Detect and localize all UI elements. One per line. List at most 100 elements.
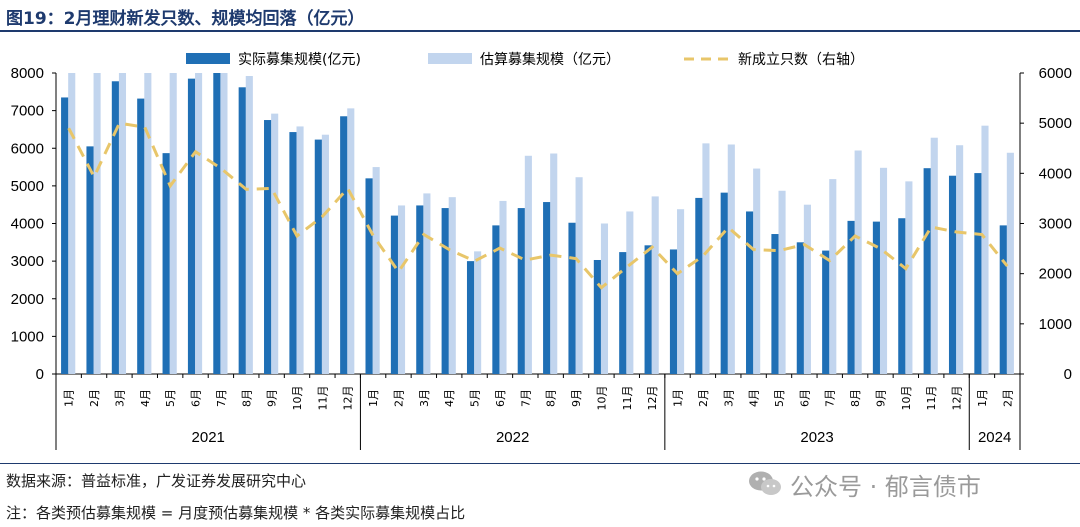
actual-bar: [86, 146, 94, 374]
actual-bar: [872, 221, 880, 374]
actual-bar: [390, 215, 398, 374]
x-tick-label: 12月: [646, 386, 659, 411]
estimated-bar: [68, 73, 76, 374]
chart-title: 图19：2月理财新发只数、规模均回落（亿元）: [6, 9, 365, 29]
actual-bar: [923, 168, 931, 374]
x-tick-label: 12月: [342, 386, 355, 411]
actual-bar: [948, 175, 957, 374]
x-tick-label: 1月: [672, 389, 685, 407]
y-tick-label: 8000: [11, 65, 44, 82]
estimated-bar: [169, 73, 177, 374]
x-tick-label: 8月: [545, 389, 558, 407]
estimated-bar: [600, 223, 609, 374]
wechat-icon: [749, 471, 781, 495]
legend-label-actual: 实际募集规模(亿元): [238, 51, 361, 68]
x-tick-label: 11月: [316, 386, 329, 411]
actual-bar: [187, 78, 196, 375]
x-tick-label: 2月: [697, 389, 710, 407]
estimated-bar: [575, 177, 583, 374]
estimated-bar: [397, 205, 406, 374]
legend-swatch-estimated: [428, 53, 472, 64]
actual-bar: [492, 225, 500, 374]
actual-bar: [340, 116, 348, 375]
actual-bar: [796, 242, 804, 374]
actual-bar: [441, 208, 449, 374]
x-tick-label: 2月: [392, 389, 405, 407]
x-tick-label: 11月: [925, 386, 938, 411]
actual-bar: [466, 261, 475, 374]
legend-label-count: 新成立只数（右轴）: [738, 52, 864, 68]
x-tick-label: 6月: [494, 389, 507, 407]
x-tick-label: 1月: [976, 389, 989, 407]
year-label: 2022: [496, 429, 529, 446]
x-tick-label: 9月: [570, 389, 583, 407]
estimated-bar: [220, 73, 228, 374]
actual-bar: [593, 259, 601, 374]
actual-bar: [695, 197, 703, 374]
estimated-bar: [905, 181, 913, 374]
estimated-bar: [321, 134, 329, 374]
x-tick-label: 6月: [190, 389, 203, 407]
y-tick-label: 2000: [11, 291, 44, 308]
year-label: 2024: [978, 429, 1011, 446]
x-tick-label: 4月: [443, 389, 456, 407]
x-tick-label: 5月: [773, 389, 786, 407]
x-tick-label: 12月: [951, 386, 964, 411]
actual-bar: [720, 192, 728, 374]
estimated-bar: [550, 153, 558, 374]
y2-tick-label: 0: [1064, 366, 1072, 383]
x-tick-label: 11月: [621, 386, 634, 411]
legend-swatch-actual: [186, 53, 230, 64]
actual-bar: [289, 132, 297, 374]
y-tick-label: 5000: [11, 178, 44, 195]
estimated-bar: [144, 73, 152, 374]
estimated-bar: [524, 155, 532, 374]
estimated-bar: [296, 126, 304, 375]
x-tick-label: 1月: [367, 389, 380, 407]
x-tick-label: 7月: [215, 389, 228, 407]
actual-bar: [974, 173, 982, 374]
x-tick-label: 5月: [164, 389, 177, 407]
estimated-bar: [448, 197, 456, 374]
estimated-bar: [499, 200, 507, 374]
estimated-bar: [829, 179, 837, 374]
estimated-bar: [93, 73, 101, 374]
actual-bar: [898, 218, 906, 374]
estimated-bar: [347, 108, 355, 375]
y2-tick-label: 3000: [1039, 216, 1072, 233]
y-tick-label: 7000: [11, 103, 44, 120]
estimated-bar: [118, 73, 127, 374]
y2-tick-label: 4000: [1039, 165, 1072, 182]
x-tick-label: 5月: [469, 389, 482, 407]
estimated-bar: [702, 143, 710, 374]
year-label: 2023: [800, 429, 833, 446]
actual-bar: [365, 178, 373, 374]
actual-bar: [264, 120, 272, 374]
actual-bar: [999, 225, 1007, 374]
x-tick-label: 4月: [139, 389, 152, 407]
x-tick-label: 10月: [291, 386, 304, 411]
actual-bar: [746, 211, 754, 374]
actual-bar: [517, 208, 525, 374]
actual-bar: [644, 245, 652, 374]
actual-bar: [238, 87, 246, 375]
estimated-bar: [1006, 152, 1014, 374]
actual-bar: [162, 153, 170, 374]
footnote: 注：各类预估募集规模 = 月度预估募集规模 * 各类实际募集规模占比: [6, 504, 466, 522]
x-tick-label: 8月: [849, 389, 862, 407]
estimated-bar: [651, 196, 659, 374]
x-tick-label: 2月: [88, 389, 101, 407]
estimated-bar: [626, 211, 634, 374]
y-tick-label: 1000: [11, 328, 44, 345]
estimated-bar: [803, 204, 811, 374]
watermark-text: 公众号 · 郁言债市: [790, 472, 981, 501]
estimated-bar: [930, 137, 938, 374]
x-tick-label: 7月: [519, 389, 532, 407]
y-tick-label: 6000: [11, 140, 44, 157]
bar-line-chart: 实际募集规模(亿元) 估算募集规模（亿元） 新成立只数（右轴） 0 1000 2000 3…: [11, 51, 1072, 450]
estimated-bar: [727, 144, 735, 374]
year-label: 2021: [192, 429, 225, 446]
watermark: 公众号 · 郁言债市: [748, 466, 981, 502]
estimated-bar: [423, 193, 431, 374]
source-note: 数据来源：普益标准，广发证券发展研究中心: [6, 472, 307, 490]
